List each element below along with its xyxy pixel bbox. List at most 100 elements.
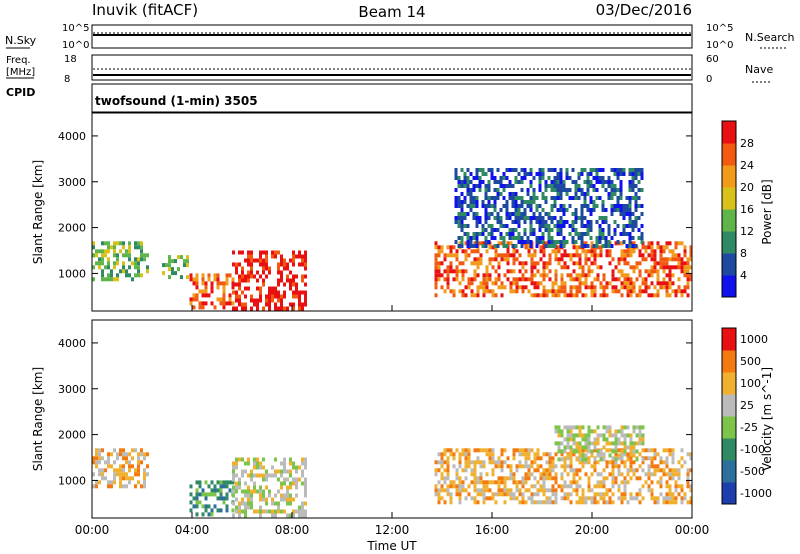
power-cell (505, 184, 509, 188)
power-cell (602, 277, 606, 282)
velocity-cell (551, 484, 555, 489)
power-cell (631, 172, 635, 176)
velocity-cell (482, 500, 486, 505)
velocity-cell (575, 433, 579, 438)
velocity-cell (503, 484, 507, 489)
power-cell (556, 228, 560, 232)
power-cell (488, 257, 492, 262)
velocity-colorbar-swatch (722, 438, 736, 461)
power-cell (487, 196, 491, 200)
power-cell (497, 253, 501, 258)
power-cell (640, 240, 644, 244)
velocity-cell (482, 484, 486, 489)
velocity-cell (235, 509, 238, 514)
power-cell (601, 244, 605, 248)
velocity-cell (277, 505, 280, 510)
power-cell (304, 250, 307, 255)
power-cell (637, 204, 641, 208)
velocity-cell (274, 509, 277, 514)
velocity-cell (128, 464, 131, 469)
power-cell (580, 220, 584, 224)
velocity-cell (551, 468, 555, 473)
power-cell (216, 281, 220, 286)
power-cell (662, 265, 666, 270)
power-cell (283, 290, 286, 295)
power-cell (610, 236, 614, 240)
power-cell (235, 290, 238, 295)
power-cell (601, 168, 605, 172)
power-cell (580, 244, 584, 248)
power-cell (613, 232, 617, 236)
velocity-cell (566, 437, 570, 442)
power-cell (575, 249, 579, 254)
power-cell (116, 253, 119, 258)
velocity-cell (578, 496, 582, 501)
velocity-cell (530, 448, 534, 453)
velocity-cell (210, 512, 214, 517)
power-cell (454, 168, 458, 172)
power-cell (509, 269, 513, 274)
power-cell (595, 204, 599, 208)
power-cell (517, 240, 521, 244)
velocity-cell (104, 476, 107, 481)
power-cell (656, 273, 660, 278)
power-cell (575, 277, 579, 282)
velocity-cell (253, 485, 256, 490)
velocity-cell (470, 460, 474, 465)
velocity-cell (247, 485, 250, 490)
power-cell (548, 277, 552, 282)
power-cell (457, 220, 461, 224)
power-cell (256, 306, 259, 311)
velocity-cell (470, 468, 474, 473)
power-cell (608, 249, 612, 254)
power-cell (454, 200, 458, 204)
velocity-cell (210, 492, 214, 497)
power-cell (578, 277, 582, 282)
velocity-cell (668, 472, 672, 477)
power-cell (514, 228, 518, 232)
power-cell (460, 200, 464, 204)
power-cell (544, 196, 548, 200)
power-cell (192, 293, 196, 298)
power-cell (292, 262, 295, 267)
power-cell (177, 255, 180, 260)
velocity-cell (572, 452, 576, 457)
velocity-cell (653, 472, 657, 477)
power-cell (562, 220, 566, 224)
power-cell (484, 216, 488, 220)
power-cell (620, 241, 624, 246)
velocity-cell (119, 476, 122, 481)
power-cell (674, 253, 678, 258)
velocity-cell (566, 484, 570, 489)
power-cell (557, 293, 561, 298)
velocity-cell (542, 476, 546, 481)
velocity-cell (458, 460, 462, 465)
velocity-cell (455, 484, 459, 489)
power-cell (529, 168, 533, 172)
velocity-cell (476, 492, 480, 497)
power-cell (265, 250, 268, 255)
power-cell (128, 249, 131, 254)
power-cell (550, 196, 554, 200)
velocity-cell (443, 460, 447, 465)
power-cell (533, 265, 537, 270)
velocity-cell (485, 484, 489, 489)
power-cell (277, 250, 280, 255)
velocity-cell (575, 472, 579, 477)
freq-unit-label: [MHz] (6, 67, 35, 78)
power-cell (475, 244, 479, 248)
velocity-cell (584, 460, 588, 465)
power-cell (611, 277, 615, 282)
velocity-cell (128, 480, 131, 485)
velocity-cell (241, 469, 244, 474)
power-cell (515, 249, 519, 254)
power-cell (539, 273, 543, 278)
power-cell (551, 249, 555, 254)
velocity-cell (497, 480, 501, 485)
velocity-cell (256, 461, 259, 466)
velocity-cell (241, 457, 244, 462)
velocity-cell (244, 505, 247, 510)
power-cell (437, 277, 441, 282)
velocity-cell (198, 484, 202, 489)
power-cell (469, 188, 473, 192)
